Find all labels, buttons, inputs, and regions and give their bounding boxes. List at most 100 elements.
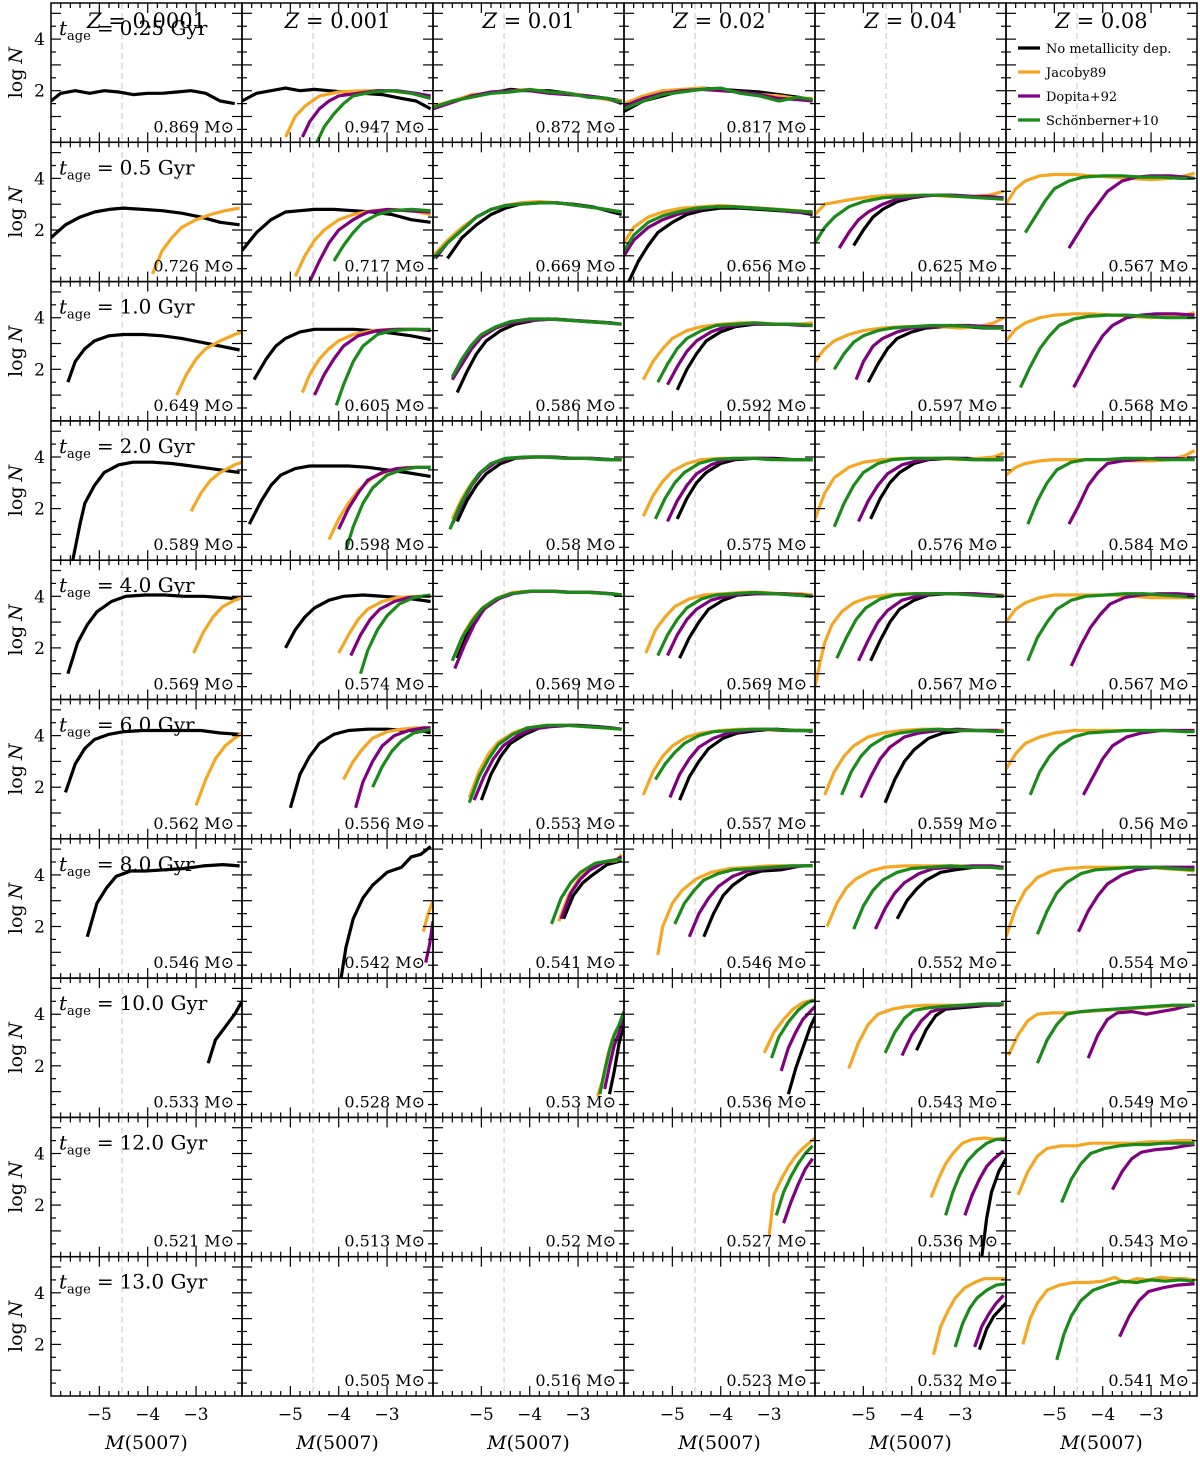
age-label: tage = 6.0 Gyr [59,713,195,741]
legend-label: Schönberner+10 [1046,114,1159,129]
age-label: tage = 8.0 Gyr [59,852,195,880]
panel-r5-c5: 0.56 M⊙ [1005,698,1198,840]
series-line-no-dep [479,723,622,801]
panel-series [624,86,814,113]
series-line-schonberner10 [1035,865,1195,935]
series-line-jacoby89 [644,590,813,654]
series-line-no-dep [85,863,240,938]
y-axis-label: logN [5,1160,27,1213]
series-line-schonberner10 [883,1002,1004,1054]
series-line-no-dep [66,332,240,383]
series-line-jacoby89 [1006,593,1195,624]
panel-series [847,1002,1005,1069]
y-tick-label: 2 [34,360,45,380]
mass-label: 0.523 M⊙ [726,1371,807,1390]
y-tick-label: 4 [34,587,45,607]
series-line-schonberner10 [1026,456,1195,525]
series-line-no-dep [242,207,431,252]
mass-label: 0.557 M⊙ [726,814,807,833]
column-title: Z = 0.001 [284,9,391,33]
panel-series [931,1277,1006,1356]
series-line-dopita92 [782,1157,814,1224]
panel-r2-c0: 2 4 logN tage = 1.0 Gyr 0.649 M⊙ [5,280,243,422]
series-line-no-dep [446,201,622,260]
panel-r5-c4: 0.559 M⊙ [814,698,1007,840]
panel-series [247,464,431,551]
y-tick-label: 2 [34,1196,45,1216]
series-line-schonberner10 [598,1011,624,1095]
mass-label: 0.567 M⊙ [1108,257,1189,276]
series-line-schonberner10 [624,205,813,252]
series-line-dopita92 [1067,174,1195,249]
y-tick-label: 4 [34,30,45,50]
panel-r7-c3: 0.536 M⊙ [623,977,816,1119]
mass-label: 0.569 M⊙ [153,675,234,694]
series-line-no-dep [206,1000,242,1064]
series-line-schonberner10 [840,727,1004,796]
panel-r5-c0: 2 4 logN tage = 6.0 Gyr 0.562 M⊙ [5,698,243,840]
panel-r9-c4: 0.532 M⊙ −5 −4 −3 M(5007) [814,1255,1007,1454]
mass-label: 0.552 M⊙ [917,953,998,972]
series-line-no-dep [455,317,622,394]
series-line-dopita92 [354,726,431,809]
mass-label: 0.528 M⊙ [344,1092,425,1111]
panel-r2-c4: 0.597 M⊙ [814,280,1007,422]
mass-label: 0.869 M⊙ [153,117,234,136]
column-title: Z = 0.0001 [86,9,206,33]
panel-series [641,321,813,391]
panel-r8-c0: 2 4 logN tage = 12.0 Gyr 0.521 M⊙ [5,1116,243,1258]
mass-label: 0.556 M⊙ [344,814,425,833]
panel-r6-c5: 0.554 M⊙ [1005,838,1198,979]
panel-series [815,316,1005,383]
panel-r1-c2: 0.669 M⊙ [432,141,625,283]
mass-label: 0.546 M⊙ [726,953,807,972]
mass-label: 0.513 M⊙ [344,1232,425,1251]
x-tick-label: −4 [1090,1405,1115,1425]
series-line-jacoby89 [175,330,242,396]
panel-series [825,864,1004,930]
series-line-schonberner10 [653,456,813,520]
x-tick-label: −4 [135,1405,160,1425]
panel-r8-c3: 0.527 M⊙ [623,1116,816,1258]
series-line-schonberner10 [1019,313,1195,389]
series-line-dopita92 [1086,1003,1195,1059]
series-line-dopita92 [1072,312,1195,389]
series-line-no-dep [242,86,432,111]
y-axis-label: logN [5,742,27,795]
panel-series [71,460,242,561]
mass-label: 0.575 M⊙ [726,535,807,554]
mass-label: 0.546 M⊙ [153,953,234,972]
panel-series [929,1136,1006,1257]
mass-label: 0.53 M⊙ [546,1092,617,1111]
series-line-schonberner10 [654,727,813,781]
panel-series [1006,449,1196,525]
x-tick-label: −5 [851,1405,876,1425]
panel-r5-c2: 0.553 M⊙ [432,698,625,840]
series-line-jacoby89 [194,731,242,806]
panel-series [823,727,1004,804]
mass-label: 0.872 M⊙ [535,117,616,136]
series-line-schonberner10 [371,727,432,788]
series-line-no-dep [455,455,622,523]
x-tick-label: −5 [1042,1405,1067,1425]
x-tick-label: −3 [375,1405,400,1425]
mass-label: 0.597 M⊙ [917,396,998,415]
panel-series [1006,592,1195,667]
panel-series [252,327,431,406]
y-tick-label: 2 [34,778,45,798]
panel-r8-c1: 0.513 M⊙ [241,1116,434,1258]
series-line-schonberner10 [1035,1003,1195,1064]
chart-legend: No metallicity dep. Jacoby89 Dopita+92 Schö… [1018,42,1171,129]
x-axis-label: M(5007) [486,1432,570,1454]
x-tick-label: −4 [708,1405,733,1425]
series-line-schonberner10 [550,857,622,925]
y-tick-label: 2 [34,500,45,520]
x-tick-label: −3 [566,1405,591,1425]
mass-label: 0.586 M⊙ [535,396,616,415]
panel-r2-c1: 0.605 M⊙ [241,280,434,422]
mass-label: 0.543 M⊙ [917,1092,998,1111]
column-title: Z = 0.01 [481,9,574,33]
panel-r7-c0: 2 4 logN tage = 10.0 Gyr 0.533 M⊙ [5,977,243,1119]
series-line-schonberner10 [1023,174,1195,234]
column-title: Z = 0.08 [1054,9,1147,33]
